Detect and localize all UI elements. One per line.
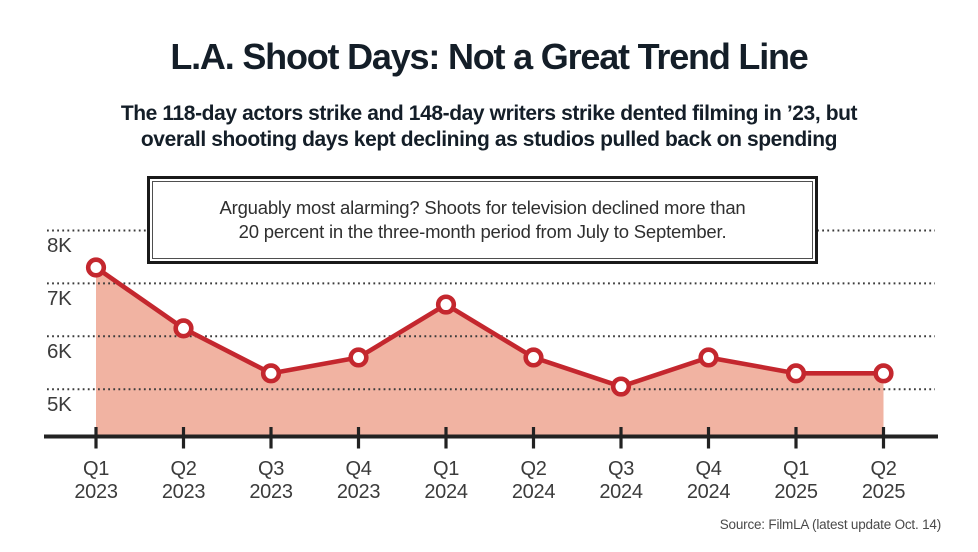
annotation-box-inner: Arguably most alarming? Shoots for telev… xyxy=(152,181,813,259)
data-point-q2-2023 xyxy=(173,318,194,339)
data-point-q1-2023 xyxy=(85,257,107,278)
annotation-box: Arguably most alarming? Shoots for telev… xyxy=(147,176,818,264)
data-point-q1-2024 xyxy=(435,294,457,315)
chart-subtitle-line-2: overall shooting days kept declining as … xyxy=(140,128,838,151)
annotation-text-line-1: Arguably most alarming? Shoots for telev… xyxy=(219,197,746,218)
annotation-text-line-2: 20 percent in the three-month period fro… xyxy=(238,221,727,242)
data-point-q4-2024 xyxy=(698,347,719,368)
data-point-q2-2025 xyxy=(873,363,894,384)
area-fill xyxy=(96,267,884,435)
data-point-q3-2024 xyxy=(610,376,632,397)
source-attribution: Source: FilmLA (latest update Oct. 14) xyxy=(719,517,941,532)
data-point-q1-2025 xyxy=(785,363,807,384)
data-point-q4-2023 xyxy=(348,347,369,368)
chart-subtitle: The 118-day actors strike and 148-day wr… xyxy=(0,101,978,153)
data-point-q3-2023 xyxy=(260,363,282,384)
chart-subtitle-line-1: The 118-day actors strike and 148-day wr… xyxy=(120,102,858,125)
trend-line xyxy=(94,265,884,389)
data-point-q2-2024 xyxy=(523,347,544,368)
chart-title: L.A. Shoot Days: Not a Great Trend Line xyxy=(170,36,808,77)
